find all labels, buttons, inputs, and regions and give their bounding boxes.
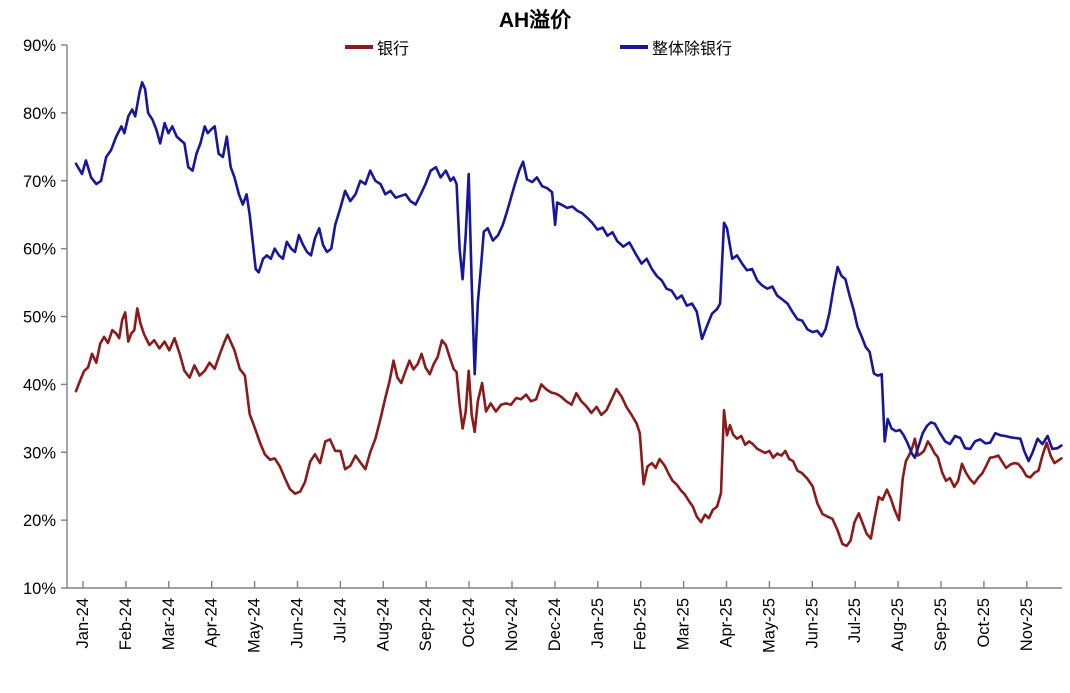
y-tick-label: 10%	[23, 580, 56, 598]
legend-label-overall-ex-banks: 整体除银行	[652, 41, 733, 58]
axis-frame	[66, 45, 1062, 589]
x-tick-label: Mar-24	[160, 598, 178, 650]
x-tick-label: Aug-25	[889, 598, 907, 651]
x-tick-label: Jul-25	[846, 598, 864, 643]
x-tick-label: Jan-25	[589, 598, 607, 648]
x-tick-label: Sep-25	[932, 598, 950, 651]
x-tick-label: Apr-24	[203, 598, 221, 648]
y-tick-label: 40%	[23, 376, 56, 394]
legend-label-banks: 银行	[377, 41, 410, 58]
x-tick-label: Dec-24	[546, 598, 564, 651]
x-tick-label: Oct-25	[975, 598, 993, 648]
x-tick-label: Apr-25	[718, 598, 736, 648]
x-tick-label: Jun-24	[289, 598, 307, 648]
legend-line-overall-swatch	[620, 45, 648, 49]
y-tick-label: 70%	[23, 173, 56, 191]
x-tick-label: Feb-24	[117, 598, 135, 650]
x-tick-label: Nov-24	[503, 598, 521, 651]
legend-line-banks-swatch	[345, 45, 373, 49]
x-tick-label: Aug-24	[374, 598, 392, 651]
y-tick-label: 50%	[23, 309, 56, 327]
x-tick-label: Nov-25	[1018, 598, 1036, 651]
y-tick-label: 80%	[23, 105, 56, 123]
x-tick-label: Mar-25	[675, 598, 693, 650]
x-tick-label: May-25	[760, 598, 778, 653]
x-tick-label: Feb-25	[632, 598, 650, 650]
y-tick-label: 60%	[23, 241, 56, 259]
x-tick-label: May-24	[246, 598, 264, 653]
legend-item-banks: 银行	[345, 37, 410, 58]
x-tick-label: Jan-24	[74, 598, 92, 648]
legend-item-overall-ex-banks: 整体除银行	[620, 37, 733, 58]
x-tick-label: Jul-24	[331, 598, 349, 643]
x-tick-label: Sep-24	[417, 598, 435, 651]
y-tick-label: 90%	[23, 37, 56, 55]
x-tick-label: Jun-25	[803, 598, 821, 648]
chart-title: AH溢价	[498, 9, 572, 32]
y-tick-label: 30%	[23, 444, 56, 462]
series-line-banks	[74, 307, 1063, 548]
y-tick-label: 20%	[23, 512, 56, 530]
series-line-overall-ex-banks	[74, 81, 1063, 463]
x-tick-label: Oct-24	[460, 598, 478, 648]
